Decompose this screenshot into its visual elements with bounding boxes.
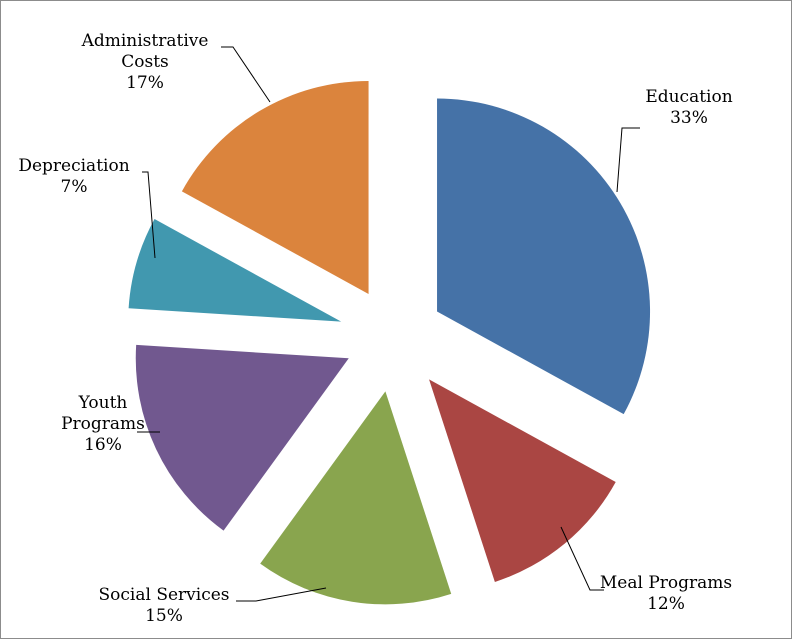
data-label-category-youth-programs: Programs bbox=[61, 414, 145, 434]
pie-slice-education bbox=[437, 98, 651, 415]
data-label-category-social-services: Social Services bbox=[99, 585, 230, 605]
leader-line-social-services bbox=[236, 587, 327, 602]
data-label-percent-administrative-costs: 17% bbox=[126, 73, 164, 93]
data-label-percent-education: 33% bbox=[670, 108, 708, 128]
pie-slice-meal-programs bbox=[429, 379, 616, 582]
data-label-percent-social-services: 15% bbox=[145, 606, 183, 626]
data-label-category-administrative-costs: Costs bbox=[121, 52, 169, 72]
leader-line-depreciation bbox=[142, 171, 156, 259]
data-label-percent-meal-programs: 12% bbox=[647, 594, 685, 614]
data-label-percent-depreciation: 7% bbox=[61, 177, 88, 197]
pie-slice-social-services bbox=[260, 391, 452, 605]
leader-line-education bbox=[616, 127, 640, 193]
data-label-category-meal-programs: Meal Programs bbox=[600, 573, 732, 593]
data-label-category-education: Education bbox=[645, 87, 732, 107]
pie-slice-depreciation bbox=[128, 219, 342, 322]
pie-slice-administrative-costs bbox=[181, 80, 369, 294]
leader-line-meal-programs bbox=[560, 526, 604, 591]
leader-line-administrative-costs bbox=[221, 46, 271, 103]
pie-slice-youth-programs bbox=[135, 344, 349, 531]
data-label-category-administrative-costs: Administrative bbox=[81, 31, 209, 51]
data-label-percent-youth-programs: 16% bbox=[84, 435, 122, 455]
data-label-category-depreciation: Depreciation bbox=[18, 156, 129, 176]
data-label-category-youth-programs: Youth bbox=[78, 393, 128, 413]
